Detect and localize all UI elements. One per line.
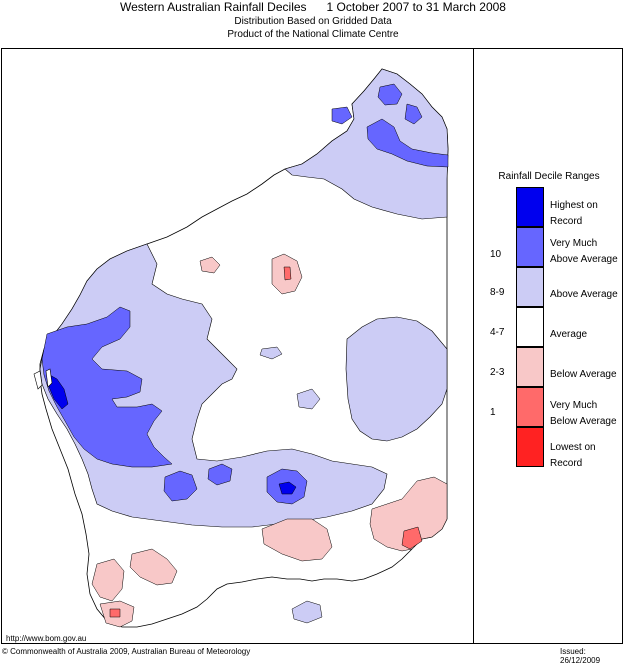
legend-range-1: 1 (490, 407, 496, 418)
kimberley-very-much-above-2 (404, 103, 423, 125)
legend-title: Rainfall Decile Ranges (498, 171, 600, 182)
footer-issued: Issued: 26/12/2009 (560, 647, 601, 665)
legend-range-8-9: 8-9 (490, 287, 505, 298)
legend-label-above-average: Above Average (550, 289, 618, 300)
south-small-above-average (291, 600, 323, 624)
legend-divider (473, 48, 474, 644)
legend-swatch-highest-on-record (516, 187, 544, 227)
legend-label-average: Average (550, 329, 588, 340)
central-small-above-average-2 (296, 388, 321, 410)
southeast-very-much-below (401, 526, 423, 550)
legend-range-4-7: 4-7 (490, 327, 505, 338)
legend-swatch-above-average (516, 267, 544, 307)
south-central-very-much-above-2 (163, 470, 198, 502)
legend-label-very-much-below-average: Very Much Below Average (550, 400, 617, 427)
pilbara-very-much-below (283, 266, 292, 281)
map-title: Western Australian Rainfall Deciles 1 Oc… (120, 0, 506, 14)
legend-swatch-lowest-on-record (516, 427, 544, 467)
legend-swatch-below-average (516, 347, 544, 387)
southwest-very-much-below (109, 608, 121, 618)
kimberley-very-much-above-3 (366, 118, 449, 168)
legend-label-highest-on-record: Highest on Record (550, 200, 598, 227)
map-subtitle-distribution: Distribution Based on Gridded Data (234, 16, 392, 27)
legend-range-10: 10 (490, 249, 502, 260)
map-subtitle-product: Product of the National Climate Centre (227, 29, 399, 40)
southwest-below-average-2 (91, 558, 125, 602)
east-central-above-average (345, 316, 448, 442)
kimberley-very-much-above-4 (331, 106, 353, 125)
footer-copyright: © Commonwealth of Australia 2009, Austra… (2, 647, 251, 656)
legend-label-below-average: Below Average (550, 369, 617, 380)
southwest-below-average-1 (129, 548, 178, 586)
legend-label-lowest-on-record: Lowest on Record (550, 442, 596, 469)
south-central-highest-on-record (278, 481, 297, 495)
kimberley-very-much-above-1 (377, 83, 403, 106)
legend-swatch-very-much-below-average (516, 387, 544, 427)
south-coast-below-average (261, 518, 333, 562)
legend-swatch-average (516, 307, 544, 347)
south-central-very-much-above-3 (207, 463, 233, 486)
west-coast-highest-on-record (47, 373, 69, 410)
legend-range-2-3: 2-3 (490, 367, 505, 378)
central-small-above-average (259, 346, 283, 360)
north-small-below-average (199, 256, 221, 274)
map-frame (1, 48, 623, 644)
rainfall-decile-map (33, 68, 449, 628)
southeast-below-average (369, 476, 448, 552)
legend-swatch-very-much-above-average (516, 227, 544, 267)
west-very-much-above-average (41, 306, 173, 468)
shark-bay-coastline (33, 368, 53, 390)
footer-url[interactable]: http://www.bom.gov.au (6, 634, 87, 643)
legend-label-very-much-above-average: Very Much Above Average (550, 238, 618, 265)
